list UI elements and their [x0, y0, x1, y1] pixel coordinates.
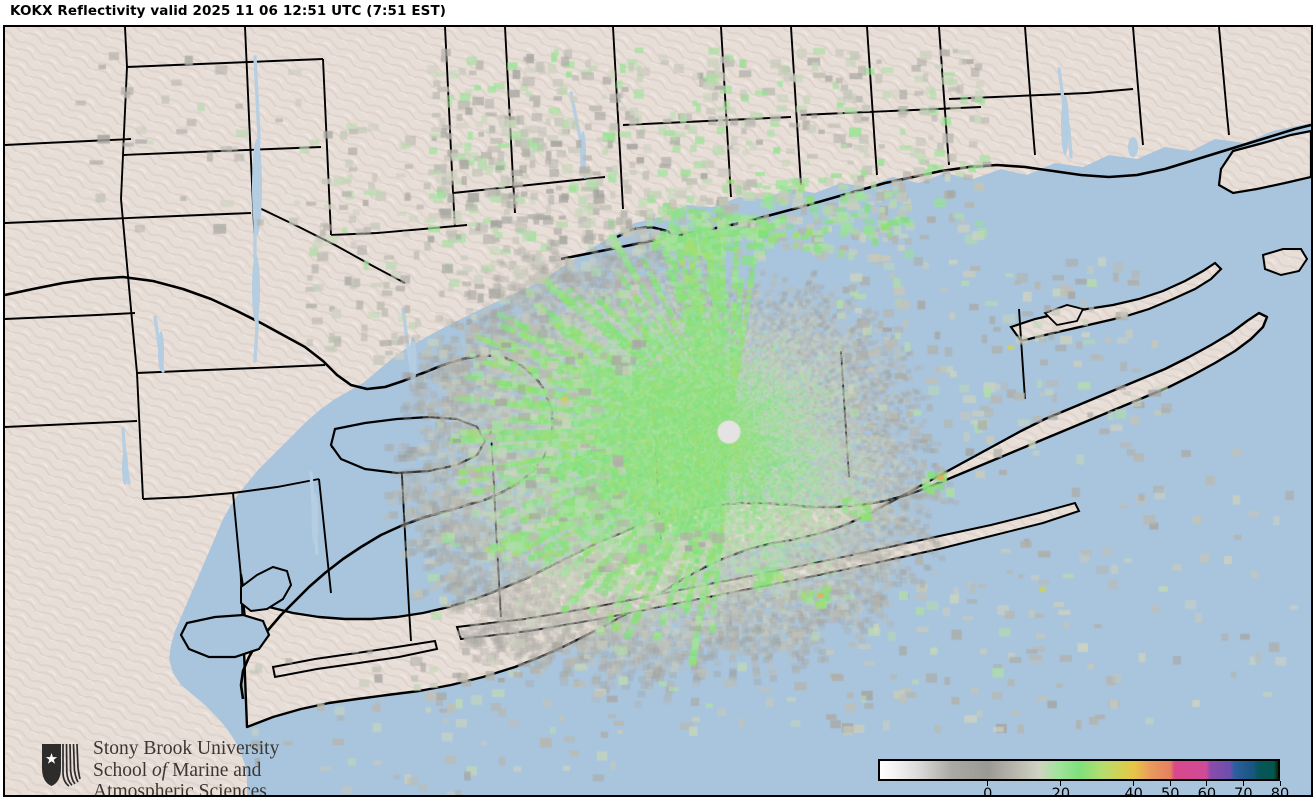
colorbar-tick-label-50: 50: [1161, 786, 1180, 795]
colorbar-tick-40: [1133, 781, 1135, 786]
colorbar-tick-label-0: 0: [983, 786, 993, 795]
radar-map: Stony Brook University School of Marine …: [5, 27, 1311, 795]
radar-map-frame: Stony Brook University School of Marine …: [3, 25, 1313, 797]
colorbar-ticks: 0 20 40 50 60 70 80: [874, 781, 1289, 795]
colorbar-tick-label-70: 70: [1234, 786, 1253, 795]
colorbar-tick-80: [1279, 781, 1281, 786]
colorbar-tick-50: [1169, 781, 1171, 786]
radar-reflectivity-layer: [5, 27, 1311, 795]
colorbar-tick-60: [1206, 781, 1208, 786]
colorbar-legend: 0 20 40 50 60 70 80: [874, 756, 1289, 795]
colorbar-tick-label-80: 80: [1270, 786, 1290, 795]
colorbar-tick-label-20: 20: [1051, 786, 1071, 795]
colorbar-tick-label-60: 60: [1197, 786, 1217, 795]
colorbar-fill: [880, 761, 1278, 779]
colorbar-tick-20: [1060, 781, 1062, 786]
colorbar-tick-label-40: 40: [1124, 786, 1143, 795]
page-title: KOKX Reflectivity valid 2025 11 06 12:51…: [10, 3, 447, 19]
colorbar-gradient: [878, 759, 1280, 781]
colorbar-tick-0: [987, 781, 989, 786]
colorbar-tick-70: [1242, 781, 1244, 786]
